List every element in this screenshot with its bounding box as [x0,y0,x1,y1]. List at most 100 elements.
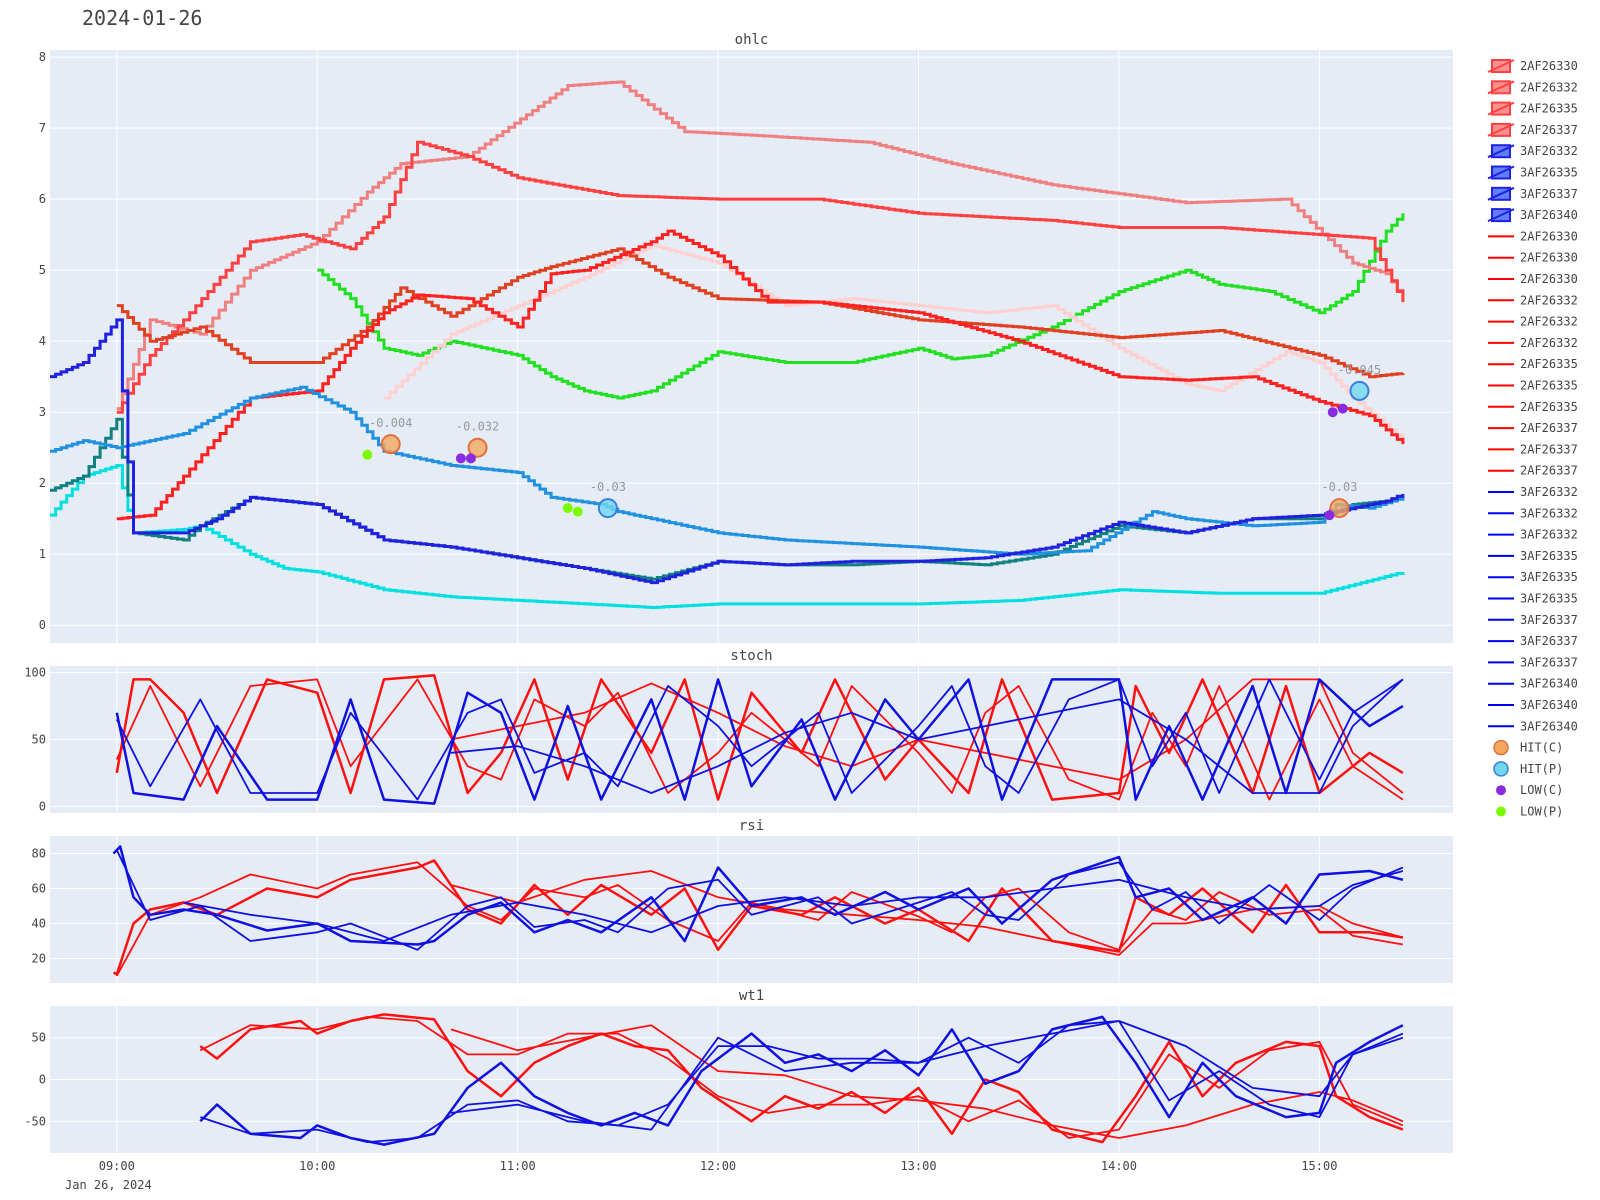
legend-item[interactable]: HIT(P) [1493,761,1563,777]
y-tick-label: 0 [39,618,46,632]
legend-item[interactable]: 3AF26337 [1487,186,1578,201]
legend-item[interactable]: 3AF26337 [1488,613,1578,627]
legend-item[interactable]: 3AF26332 [1488,485,1578,499]
ohlc-series-3AF26340 [50,318,1405,585]
legend-label: 3AF26340 [1520,208,1578,222]
legend-item[interactable]: 2AF26337 [1488,464,1578,478]
legend-item[interactable]: 2AF26332 [1488,293,1578,307]
stoch-line [115,678,1404,801]
legend-label: 2AF26330 [1520,251,1578,265]
legend-item[interactable]: 3AF26332 [1487,144,1578,159]
legend-candle-stroke [1487,186,1515,201]
legend-item[interactable]: 3AF26340 [1487,208,1578,223]
legend-label: 3AF26332 [1520,528,1578,542]
ohlc-series-3AF26332 [50,464,1405,609]
stoch-line [450,678,1404,794]
legend-item[interactable]: 3AF26340 [1488,698,1578,712]
legend-item[interactable]: 2AF26337 [1488,442,1578,456]
panel-stoch: 0 50 100 stoch [24,648,1453,813]
chart-legend: 2AF26330 2AF26332 2AF26335 2AF26337 3AF26332… [1487,59,1578,819]
legend-marker-icon [1493,739,1509,756]
y-tick-label: 80 [32,847,46,861]
wt1-line [199,1015,1404,1146]
legend-item[interactable]: LOW(P) [1496,805,1563,819]
y-tick-label: 7 [39,121,46,135]
legend-label: 3AF26332 [1520,144,1578,158]
legend-label: 3AF26340 [1520,677,1578,691]
legend-label: 2AF26332 [1520,336,1578,350]
x-tick-label: 13:00 [900,1159,936,1173]
y-tick-label: 60 [32,882,46,896]
rsi-line [115,849,1404,951]
legend-item[interactable]: 2AF26330 [1488,229,1578,243]
wt1-line [199,1016,1404,1139]
legend-item[interactable]: 2AF26332 [1488,336,1578,350]
panel-background [50,836,1453,983]
legend-item[interactable]: 3AF26340 [1488,677,1578,691]
legend-candle-stroke [1487,165,1515,180]
marker-lowc [1327,407,1338,418]
legend-item[interactable]: 2AF26332 [1487,80,1578,95]
legend-candle-stroke [1487,101,1515,116]
y-tick-label: 50 [32,733,46,747]
marker-label: -0.032 [456,420,499,434]
legend-candle-stroke [1487,122,1515,137]
legend-item[interactable]: 2AF26330 [1488,251,1578,265]
legend-item[interactable]: 2AF26337 [1487,122,1578,137]
legend-item[interactable]: 2AF26330 [1488,272,1578,286]
y-tick-label: 3 [39,405,46,419]
legend-item[interactable]: 3AF26335 [1487,165,1578,180]
legend-label: 3AF26335 [1520,166,1578,180]
legend-item[interactable]: 3AF26337 [1488,655,1578,669]
legend-label: 2AF26337 [1520,421,1578,435]
legend-item[interactable]: 2AF26335 [1487,101,1578,116]
legend-candle-stroke [1487,144,1515,159]
legend-item[interactable]: 3AF26332 [1488,506,1578,520]
legend-label: 2AF26335 [1520,357,1578,371]
legend-label: 2AF26332 [1520,293,1578,307]
legend-label: 3AF26340 [1520,719,1578,733]
marker-lowp [562,503,573,514]
y-tick-label: 100 [24,666,46,680]
stoch-line [115,678,1404,805]
panel-title: stoch [730,648,772,664]
legend-item[interactable]: 2AF26335 [1488,357,1578,371]
marker-lowc [455,453,466,464]
legend-item[interactable]: 2AF26332 [1488,315,1578,329]
y-tick-label: 50 [32,1031,46,1045]
marker-label: -0.03 [1321,480,1357,494]
marker-hitc [380,434,401,455]
panel-title: wt1 [739,988,764,1004]
legend-label: 2AF26337 [1520,442,1578,456]
legend-label: 2AF26335 [1520,379,1578,393]
legend-item[interactable]: 3AF26340 [1488,719,1578,733]
legend-label: 2AF26330 [1520,272,1578,286]
marker-lowp [362,449,373,460]
legend-item[interactable]: 3AF26335 [1488,549,1578,563]
marker-lowp [572,506,583,517]
marker-hitc [467,437,488,458]
marker-hitc [1329,498,1350,519]
legend-label: 2AF26332 [1520,80,1578,94]
legend-item[interactable]: 3AF26335 [1488,592,1578,606]
legend-candle-stroke [1487,208,1515,223]
legend-item[interactable]: HIT(C) [1493,739,1563,756]
legend-item[interactable]: LOW(C) [1496,783,1563,797]
legend-label: 3AF26337 [1520,187,1578,201]
legend-item[interactable]: 2AF26335 [1488,400,1578,414]
legend-item[interactable]: 3AF26337 [1488,634,1578,648]
wt1-line [450,1024,1404,1139]
legend-item[interactable]: 2AF26337 [1488,421,1578,435]
legend-item[interactable]: 3AF26335 [1488,570,1578,584]
legend-label: 3AF26337 [1520,634,1578,648]
legend-label: 3AF26337 [1520,613,1578,627]
legend-item[interactable]: 2AF26335 [1488,379,1578,393]
legend-item[interactable]: 3AF26332 [1488,528,1578,542]
legend-label: 2AF26335 [1520,102,1578,116]
x-tick-label: 15:00 [1301,1159,1337,1173]
legend-item[interactable]: 2AF26330 [1487,59,1578,73]
panel-background [50,50,1453,643]
stoch-series-group [115,674,1404,805]
